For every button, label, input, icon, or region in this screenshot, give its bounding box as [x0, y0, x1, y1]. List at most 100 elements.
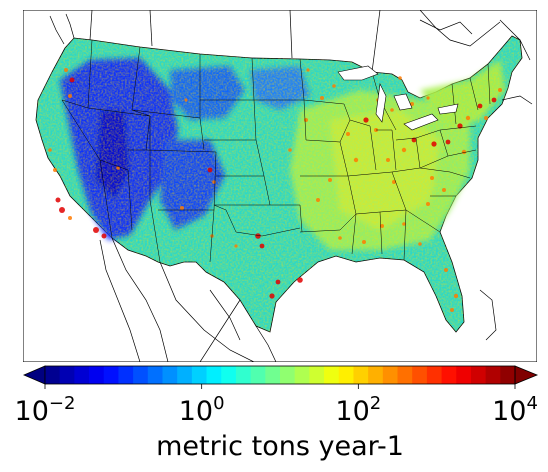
colorbar-segment — [338, 366, 354, 384]
colorbar-segment — [206, 366, 222, 384]
colorbar: 10−2 100 102 104 metric tons year-1 — [15, 365, 539, 462]
urban-hotspot — [68, 216, 72, 220]
urban-hotspot — [457, 123, 463, 129]
colorbar-segment — [485, 366, 501, 384]
colorbar-tick-label: 100 — [179, 393, 225, 427]
colorbar-segment — [235, 366, 252, 384]
urban-hotspot — [48, 148, 52, 152]
urban-hotspot — [275, 279, 281, 285]
urban-hotspot — [444, 268, 448, 272]
great-lakes — [337, 65, 459, 131]
urban-hotspot — [306, 68, 310, 72]
urban-hotspot — [69, 77, 75, 83]
colorbar-segment — [412, 366, 428, 384]
colorbar-segment — [59, 366, 75, 384]
colorbar-segment — [382, 366, 398, 384]
colorbar-ticks: 10−2 100 102 104 — [15, 384, 538, 427]
urban-hotspot — [450, 308, 454, 312]
urban-hotspot — [426, 202, 430, 206]
urban-hotspot — [93, 227, 99, 233]
urban-hotspot — [380, 224, 384, 228]
colorbar-segment — [294, 366, 310, 384]
urban-hotspot — [234, 244, 238, 248]
urban-hotspot — [180, 206, 184, 210]
urban-hotspot — [453, 293, 459, 299]
colorbar-segment — [89, 366, 105, 384]
colorbar-segment — [191, 366, 207, 384]
urban-hotspot — [426, 96, 430, 100]
urban-hotspot — [398, 76, 402, 80]
colorbar-tick-label: 10−2 — [15, 393, 76, 427]
colorbar-segment — [147, 366, 163, 384]
urban-hotspot — [484, 116, 488, 120]
map-panel — [23, 10, 537, 362]
colorbar-segment — [397, 366, 413, 384]
colorbar-segment — [280, 366, 296, 384]
urban-hotspot — [255, 233, 261, 239]
urban-hotspot — [269, 293, 275, 299]
urban-hotspot — [498, 88, 502, 92]
urban-hotspot — [411, 137, 417, 143]
urban-hotspot — [101, 233, 107, 239]
colorbar-extend-high-arrow — [514, 365, 539, 385]
colorbar-segment — [500, 366, 516, 384]
colorbar-segment — [133, 366, 149, 384]
colorbar-segment — [177, 366, 193, 384]
urban-hotspot — [338, 236, 342, 240]
urban-hotspot — [362, 240, 366, 244]
colorbar-segment — [265, 366, 281, 384]
urban-hotspot — [53, 168, 57, 172]
colorbar-segment — [441, 366, 457, 384]
urban-hotspot — [445, 139, 451, 145]
colorbar-segment — [103, 366, 119, 384]
colorbar-segment — [309, 366, 325, 384]
urban-hotspot — [297, 277, 303, 283]
colorbar-tick-label: 104 — [492, 393, 538, 427]
urban-hotspot — [392, 180, 396, 184]
urban-hotspot — [402, 222, 406, 226]
colorbar-segment — [45, 366, 61, 384]
colorbar-segment — [324, 366, 340, 384]
urban-hotspot — [304, 118, 308, 122]
urban-hotspot — [418, 242, 422, 246]
urban-hotspot — [68, 94, 72, 98]
urban-hotspot — [64, 68, 68, 72]
colorbar-label: metric tons year-1 — [156, 431, 404, 462]
colorbar-outline — [44, 365, 516, 385]
colorbar-tick-label: 102 — [335, 393, 381, 427]
colorbar-segment — [221, 366, 237, 384]
urban-hotspot — [430, 176, 434, 180]
urban-hotspot — [390, 108, 394, 112]
colorbar-segments — [45, 366, 516, 384]
urban-hotspot — [431, 141, 437, 147]
urban-hotspot — [59, 207, 65, 213]
urban-hotspot — [442, 188, 446, 192]
colorbar-segment — [470, 366, 487, 384]
colorbar-segment — [368, 366, 384, 384]
urban-hotspot — [328, 178, 332, 182]
colorbar-segment — [74, 366, 90, 384]
urban-hotspot — [363, 117, 369, 123]
urban-hotspot — [207, 167, 213, 173]
colorbar-segment — [250, 366, 266, 384]
urban-hotspot — [55, 197, 61, 203]
urban-hotspot — [386, 158, 390, 162]
urban-hotspot — [491, 97, 497, 103]
colorbar-segment — [426, 366, 442, 384]
urban-hotspot — [353, 157, 359, 163]
urban-hotspot — [346, 132, 350, 136]
urban-hotspot — [465, 115, 471, 121]
urban-hotspot — [320, 96, 324, 100]
colorbar-segment — [353, 366, 369, 384]
urban-hotspot — [288, 148, 292, 152]
colorbar-extend-low-arrow — [22, 365, 46, 385]
urban-hotspot — [477, 103, 483, 109]
urban-hotspot — [401, 147, 407, 153]
urban-hotspot — [332, 84, 336, 88]
urban-hotspot — [461, 149, 467, 155]
colorbar-segment — [456, 366, 472, 384]
urban-hotspot — [316, 198, 320, 202]
urban-hotspot — [212, 180, 216, 184]
colorbar-segment — [162, 366, 178, 384]
